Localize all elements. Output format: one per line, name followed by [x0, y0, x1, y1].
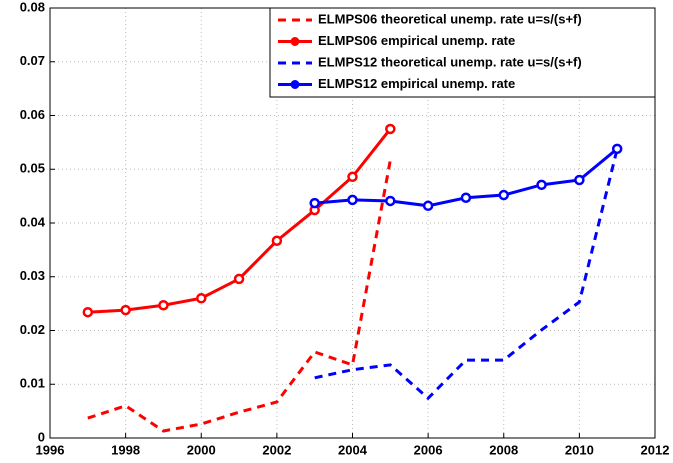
x-tick-label: 2010	[565, 442, 594, 457]
y-tick-label: 0.04	[20, 214, 46, 229]
point	[536, 179, 547, 191]
y-tick-label: 0.01	[20, 376, 45, 391]
x-tick-label: 2004	[338, 442, 368, 457]
point	[233, 273, 245, 285]
point	[120, 304, 131, 316]
y-tick-label: 0.06	[20, 107, 45, 122]
y-tick-label: 0	[38, 429, 45, 444]
y-tick-label: 0.02	[20, 322, 45, 337]
y-tick-label: 0.08	[20, 0, 45, 14]
point	[82, 306, 94, 318]
legend-marker	[290, 37, 300, 46]
series-line	[314, 148, 619, 401]
legend-label: ELMPS06 theoretical unemp. rate u=s/(s+f…	[318, 11, 582, 26]
point	[460, 192, 472, 203]
point	[158, 299, 169, 311]
x-tick-label: 2008	[489, 442, 518, 457]
point	[611, 143, 623, 155]
point	[385, 195, 396, 207]
point	[309, 197, 320, 209]
point	[347, 171, 358, 183]
point	[271, 235, 283, 246]
point	[498, 189, 509, 201]
point	[196, 293, 207, 304]
y-tick-label: 0.07	[20, 53, 45, 68]
x-tick-label: 2000	[187, 442, 216, 457]
y-tick-label: 0.05	[20, 161, 45, 176]
x-tick-label: 2006	[414, 442, 443, 457]
x-tick-label: 2012	[641, 442, 670, 457]
x-tick-label: 2002	[262, 442, 291, 457]
legend-box	[269, 7, 656, 98]
point	[347, 194, 358, 206]
y-tick-label: 0.03	[20, 268, 45, 283]
x-tick-label: 1998	[111, 442, 140, 457]
legend-label: ELMPS12 theoretical unemp. rate u=s/(s+f…	[318, 54, 582, 69]
point	[385, 123, 396, 135]
legend-marker	[290, 80, 300, 89]
point	[574, 174, 585, 186]
point	[422, 200, 434, 212]
legend-label: ELMPS06 empirical unemp. rate	[318, 33, 515, 48]
legend-label: ELMPS12 empirical unemp. rate	[318, 76, 515, 91]
x-tick-label: 1996	[36, 442, 65, 457]
